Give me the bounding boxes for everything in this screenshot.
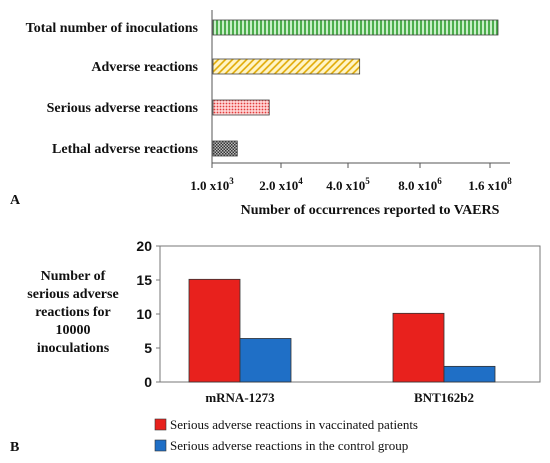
panel-b-bar (188, 278, 241, 383)
panel-a-chart: Total number of inoculations Adverse reac… (10, 10, 512, 218)
panel-a-tick-label: 4.0 x105 (326, 176, 370, 193)
panel-b-legend-swatch (154, 439, 167, 452)
panel-b-y-axis-label: Number of (41, 269, 106, 284)
panel-a-tick-label: 1.6 x108 (468, 176, 512, 193)
panel-a-category-label: Adverse reactions (91, 60, 198, 75)
panel-a-bar (212, 19, 499, 36)
panel-a-tick-label: 8.0 x106 (398, 176, 442, 193)
panel-a-bar (212, 99, 270, 116)
panel-b-category-label: mRNA-1273 (205, 390, 275, 405)
panel-b-bar (443, 365, 496, 383)
panel-b-bar (239, 338, 292, 383)
panel-b-y-tick-label: 0 (144, 374, 152, 390)
panel-a-category-label: Lethal adverse reactions (52, 142, 198, 157)
panel-b-y-axis-label: inoculations (37, 341, 110, 356)
panel-a-category-label: Total number of inoculations (26, 21, 199, 36)
panel-a-category-label: Serious adverse reactions (47, 101, 199, 116)
panel-a-letter: A (10, 193, 21, 208)
panel-b-legend-swatch (154, 418, 167, 431)
panel-b-y-axis-label: reactions for (35, 305, 111, 320)
panel-b-y-tick-label: 5 (144, 340, 152, 356)
panel-a-tick-label: 2.0 x104 (259, 176, 303, 193)
panel-a-bar (212, 140, 238, 157)
panel-b-legend-label: Serious adverse reactions in the control… (170, 438, 408, 453)
panel-b-y-axis-label: serious adverse (27, 287, 118, 302)
panel-b-bar (392, 312, 445, 383)
panel-a-bar (212, 58, 361, 75)
panel-b-legend-label: Serious adverse reactions in vaccinated … (170, 417, 418, 432)
panel-b-chart: 0 5 10 15 20 mRNA-1273 BNT162b2 Number of seri… (10, 238, 541, 455)
panel-a-x-axis-label: Number of occurrences reported to VAERS (241, 203, 500, 218)
panel-b-y-axis-label: 10000 (56, 323, 91, 338)
panel-b-y-tick-label: 10 (136, 306, 152, 322)
panel-b-y-tick-label: 20 (136, 238, 152, 254)
panel-a-tick-label: 1.0 x103 (190, 176, 234, 193)
panel-b-y-tick-label: 15 (136, 272, 152, 288)
panel-b-letter: B (10, 440, 19, 455)
panel-b-category-label: BNT162b2 (414, 390, 474, 405)
